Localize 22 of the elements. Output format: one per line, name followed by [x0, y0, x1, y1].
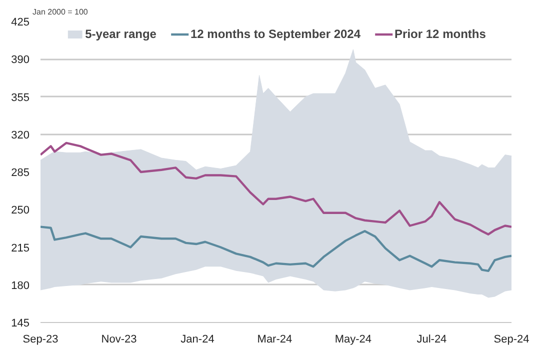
- x-tick-label: Nov-23: [101, 334, 137, 346]
- y-axis-title: Jan 2000 = 100: [32, 8, 88, 16]
- y-tick-label: 180: [11, 280, 30, 292]
- x-tick-label: Jul-24: [416, 334, 447, 346]
- y-tick-label: 145: [11, 318, 30, 330]
- y-tick-label: 355: [11, 92, 30, 104]
- x-tick-label: Mar-24: [257, 334, 292, 346]
- y-tick-label: 285: [11, 167, 30, 179]
- legend-label: Prior 12 months: [394, 27, 486, 41]
- y-tick-label: 425: [11, 16, 30, 28]
- x-tick-label: May-24: [334, 334, 372, 346]
- x-tick-label: Sep-24: [494, 334, 530, 346]
- line-series: [40, 226, 512, 272]
- y-tick-label: 390: [11, 54, 30, 66]
- y-tick-label: 215: [11, 242, 30, 254]
- legend-label: 12 months to September 2024: [190, 27, 361, 41]
- legend-label: 5-year range: [85, 27, 156, 41]
- x-tick-label: Jan-24: [180, 334, 214, 346]
- y-tick-label: 250: [11, 204, 30, 217]
- line-series: [40, 142, 512, 236]
- x-tick-label: Sep-23: [22, 334, 58, 346]
- y-tick-label: 320: [11, 129, 30, 142]
